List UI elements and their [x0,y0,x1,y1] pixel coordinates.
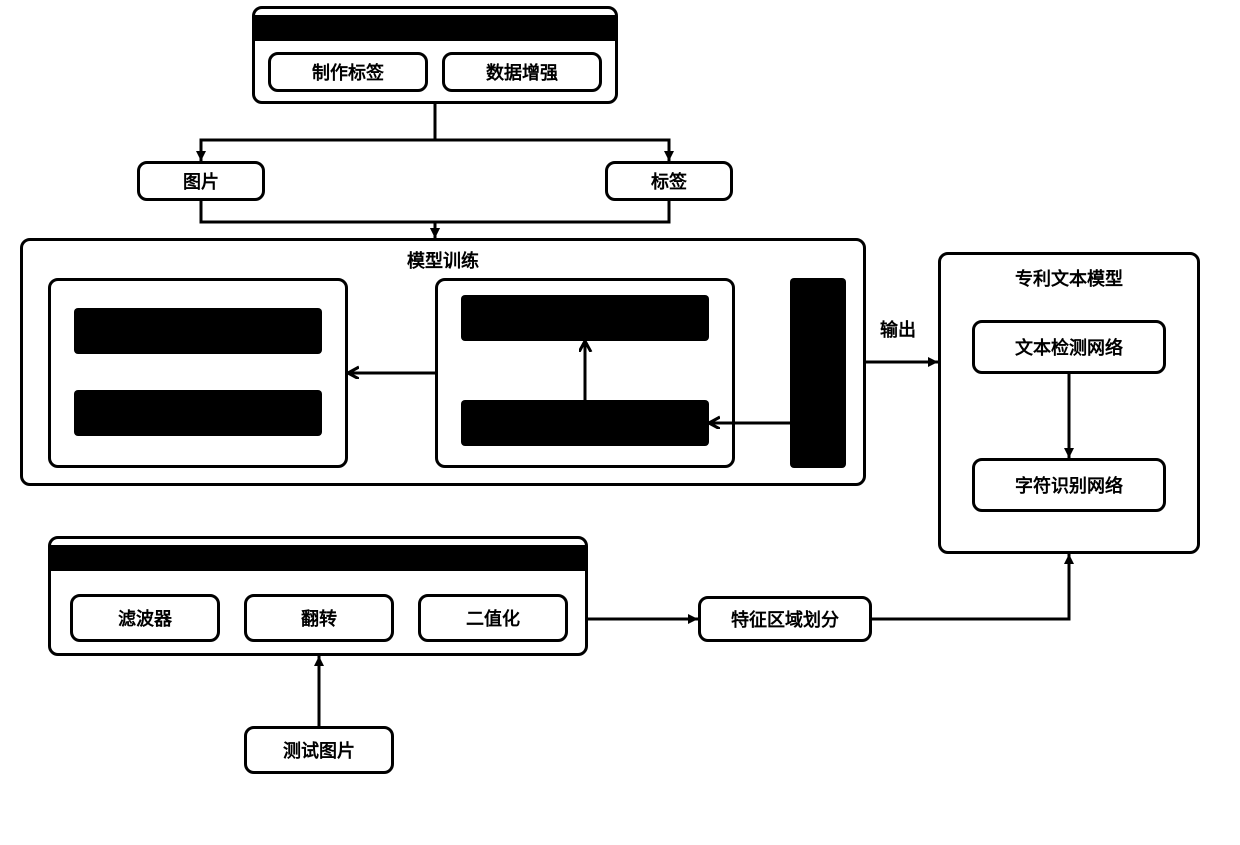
make-labels-label: 制作标签 [312,59,384,85]
text-preproc-title: 文本预处理 [51,545,585,571]
flip-box: 翻转 [244,594,394,642]
filter-label: 滤波器 [118,605,172,631]
char-recog-label: 字符识别网络 [1015,472,1123,498]
data-augment-label: 数据增强 [486,59,558,85]
patent-model-title-text: 专利文本模型 [1015,269,1123,289]
data-collection-title-text: 数据收集 [399,15,471,41]
inner-left-bar-2 [74,390,322,436]
binarize-box: 二值化 [418,594,568,642]
image-box: 图片 [137,161,265,201]
inner-right-bar-1 [461,295,709,341]
flip-label: 翻转 [301,605,337,631]
text-preproc-title-text: 文本预处理 [273,545,363,571]
model-training-title-text: 模型训练 [407,251,479,271]
edge-image-label-to-train1 [201,201,435,238]
feature-region-label: 特征区域划分 [731,606,839,632]
inner-left-bar-1 [74,308,322,354]
binarize-label: 二值化 [466,605,520,631]
data-augment-box: 数据增强 [442,52,602,92]
model-training-inner-left [48,278,348,468]
test-image-label: 测试图片 [283,737,355,763]
model-training-right-block [790,278,846,468]
test-image-box: 测试图片 [244,726,394,774]
output-label: 输出 [880,316,916,342]
patent-model-title: 专利文本模型 [941,265,1197,291]
model-training-title: 模型训练 [23,247,863,273]
filter-box: 滤波器 [70,594,220,642]
data-collection-title: 数据收集 [255,15,615,41]
label-label: 标签 [651,168,687,194]
label-box: 标签 [605,161,733,201]
edge-feature-to-patent [872,554,1069,619]
inner-right-bar-2 [461,400,709,446]
make-labels-box: 制作标签 [268,52,428,92]
edge-dc-to-image [201,104,435,161]
output-label-text: 输出 [880,320,916,340]
feature-region-box: 特征区域划分 [698,596,872,642]
char-recog-box: 字符识别网络 [972,458,1166,512]
edge-image-label-to-train2 [435,201,669,238]
edge-dc-to-label [435,104,669,161]
image-label: 图片 [183,168,219,194]
text-detect-label: 文本检测网络 [1015,334,1123,360]
text-detect-box: 文本检测网络 [972,320,1166,374]
